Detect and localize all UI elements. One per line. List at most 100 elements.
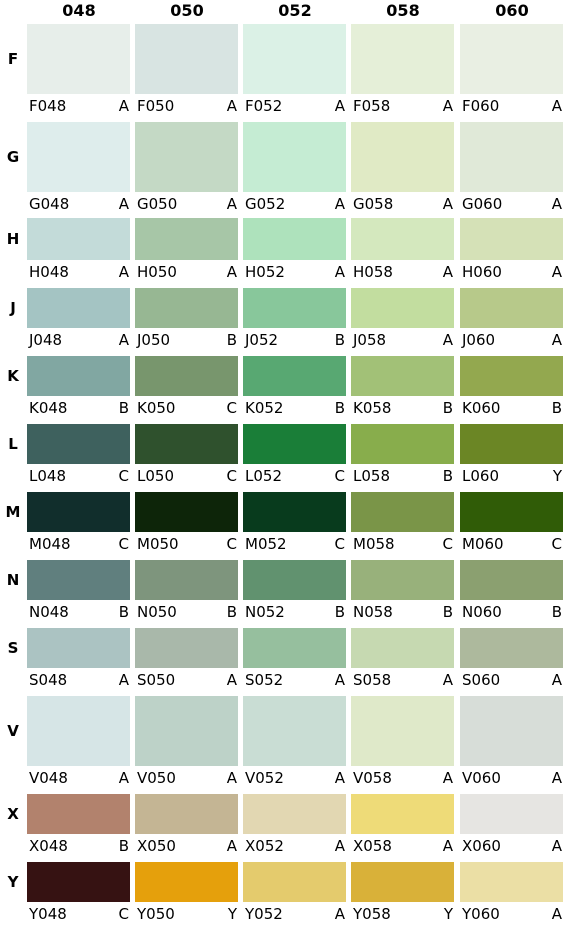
- swatch-code: F058: [353, 97, 391, 115]
- swatch-label: N052 B: [243, 603, 347, 621]
- color-swatch: [27, 356, 130, 396]
- swatch-label: L058 B: [351, 467, 455, 485]
- swatch-grade: B: [118, 603, 129, 621]
- swatch-code: V060: [462, 769, 501, 787]
- swatch-code: S060: [462, 671, 501, 689]
- swatch-code: H052: [245, 263, 285, 281]
- swatch-label: M048 C: [27, 535, 131, 553]
- row-header: F: [7, 50, 19, 68]
- swatch-grade: A: [551, 263, 562, 281]
- swatch-label: X060 A: [460, 837, 564, 855]
- color-swatch: [135, 24, 238, 94]
- swatch-grade: C: [118, 467, 129, 485]
- color-swatch: [135, 122, 238, 192]
- color-swatch: [460, 492, 563, 532]
- swatch-grade: C: [551, 535, 562, 553]
- swatch-code: Y052: [245, 905, 283, 923]
- swatch-label: G050 A: [135, 195, 239, 213]
- swatch-code: F050: [137, 97, 175, 115]
- swatch-code: Y050: [137, 905, 175, 923]
- color-swatch: [351, 560, 454, 600]
- swatch-code: K050: [137, 399, 176, 417]
- color-swatch: [135, 628, 238, 668]
- swatch-grade: C: [226, 467, 237, 485]
- swatch-grade: Y: [552, 467, 562, 485]
- swatch-grade: A: [334, 671, 345, 689]
- swatch-grade: A: [334, 905, 345, 923]
- swatch-code: V050: [137, 769, 176, 787]
- swatch-code: K058: [353, 399, 392, 417]
- color-swatch: [243, 628, 346, 668]
- swatch-code: G058: [353, 195, 394, 213]
- swatch-label: V058 A: [351, 769, 455, 787]
- swatch-grade: C: [118, 905, 129, 923]
- swatch-grade: A: [551, 331, 562, 349]
- swatch-grade: A: [226, 97, 237, 115]
- swatch-label: H048 A: [27, 263, 131, 281]
- color-swatch: [135, 492, 238, 532]
- swatch-code: L060: [462, 467, 499, 485]
- swatch-grade: A: [551, 769, 562, 787]
- swatch-grade: C: [226, 535, 237, 553]
- swatch-label: S052 A: [243, 671, 347, 689]
- swatch-label: V052 A: [243, 769, 347, 787]
- swatch-code: S052: [245, 671, 284, 689]
- swatch-grade: C: [226, 399, 237, 417]
- swatch-grade: A: [334, 837, 345, 855]
- color-swatch: [135, 560, 238, 600]
- swatch-code: L048: [29, 467, 66, 485]
- swatch-grade: B: [226, 331, 237, 349]
- swatch-label: J048 A: [27, 331, 131, 349]
- color-swatch: [243, 424, 346, 464]
- swatch-label: L050 C: [135, 467, 239, 485]
- swatch-label: Y052 A: [243, 905, 347, 923]
- swatch-label: F058 A: [351, 97, 455, 115]
- color-swatch: [243, 288, 346, 328]
- swatch-grade: B: [226, 603, 237, 621]
- color-swatch: [351, 628, 454, 668]
- swatch-code: V058: [353, 769, 392, 787]
- swatch-code: J048: [29, 331, 63, 349]
- swatch-code: M060: [462, 535, 504, 553]
- swatch-code: S050: [137, 671, 176, 689]
- column-header: 052: [278, 1, 312, 20]
- swatch-code: Y058: [353, 905, 391, 923]
- swatch-label: H058 A: [351, 263, 455, 281]
- swatch-label: S050 A: [135, 671, 239, 689]
- swatch-grade: C: [334, 535, 345, 553]
- swatch-grade: C: [334, 467, 345, 485]
- swatch-label: Y050 Y: [135, 905, 239, 923]
- color-swatch: [460, 628, 563, 668]
- swatch-grade: B: [551, 399, 562, 417]
- swatch-label: M050 C: [135, 535, 239, 553]
- swatch-code: N058: [353, 603, 393, 621]
- swatch-label: N050 B: [135, 603, 239, 621]
- swatch-grade: Y: [443, 905, 453, 923]
- swatch-label: K058 B: [351, 399, 455, 417]
- swatch-grade: A: [118, 263, 129, 281]
- color-swatch: [460, 122, 563, 192]
- color-swatch: [351, 218, 454, 260]
- swatch-code: S048: [29, 671, 68, 689]
- swatch-grade: A: [118, 769, 129, 787]
- color-swatch: [135, 794, 238, 834]
- swatch-label: F052 A: [243, 97, 347, 115]
- swatch-grade: B: [118, 399, 129, 417]
- row-header: N: [6, 571, 20, 589]
- swatch-label: M058 C: [351, 535, 455, 553]
- swatch-grade: A: [442, 769, 453, 787]
- swatch-code: J050: [137, 331, 171, 349]
- color-swatch: [460, 794, 563, 834]
- swatch-grade: A: [442, 837, 453, 855]
- swatch-grade: A: [226, 195, 237, 213]
- swatch-code: G052: [245, 195, 286, 213]
- swatch-code: X048: [29, 837, 68, 855]
- swatch-grade: A: [334, 769, 345, 787]
- color-swatch: [351, 24, 454, 94]
- color-swatch: [27, 560, 130, 600]
- swatch-label: H052 A: [243, 263, 347, 281]
- swatch-code: V052: [245, 769, 284, 787]
- swatch-grade: B: [442, 399, 453, 417]
- row-header: K: [7, 367, 19, 385]
- swatch-code: K048: [29, 399, 68, 417]
